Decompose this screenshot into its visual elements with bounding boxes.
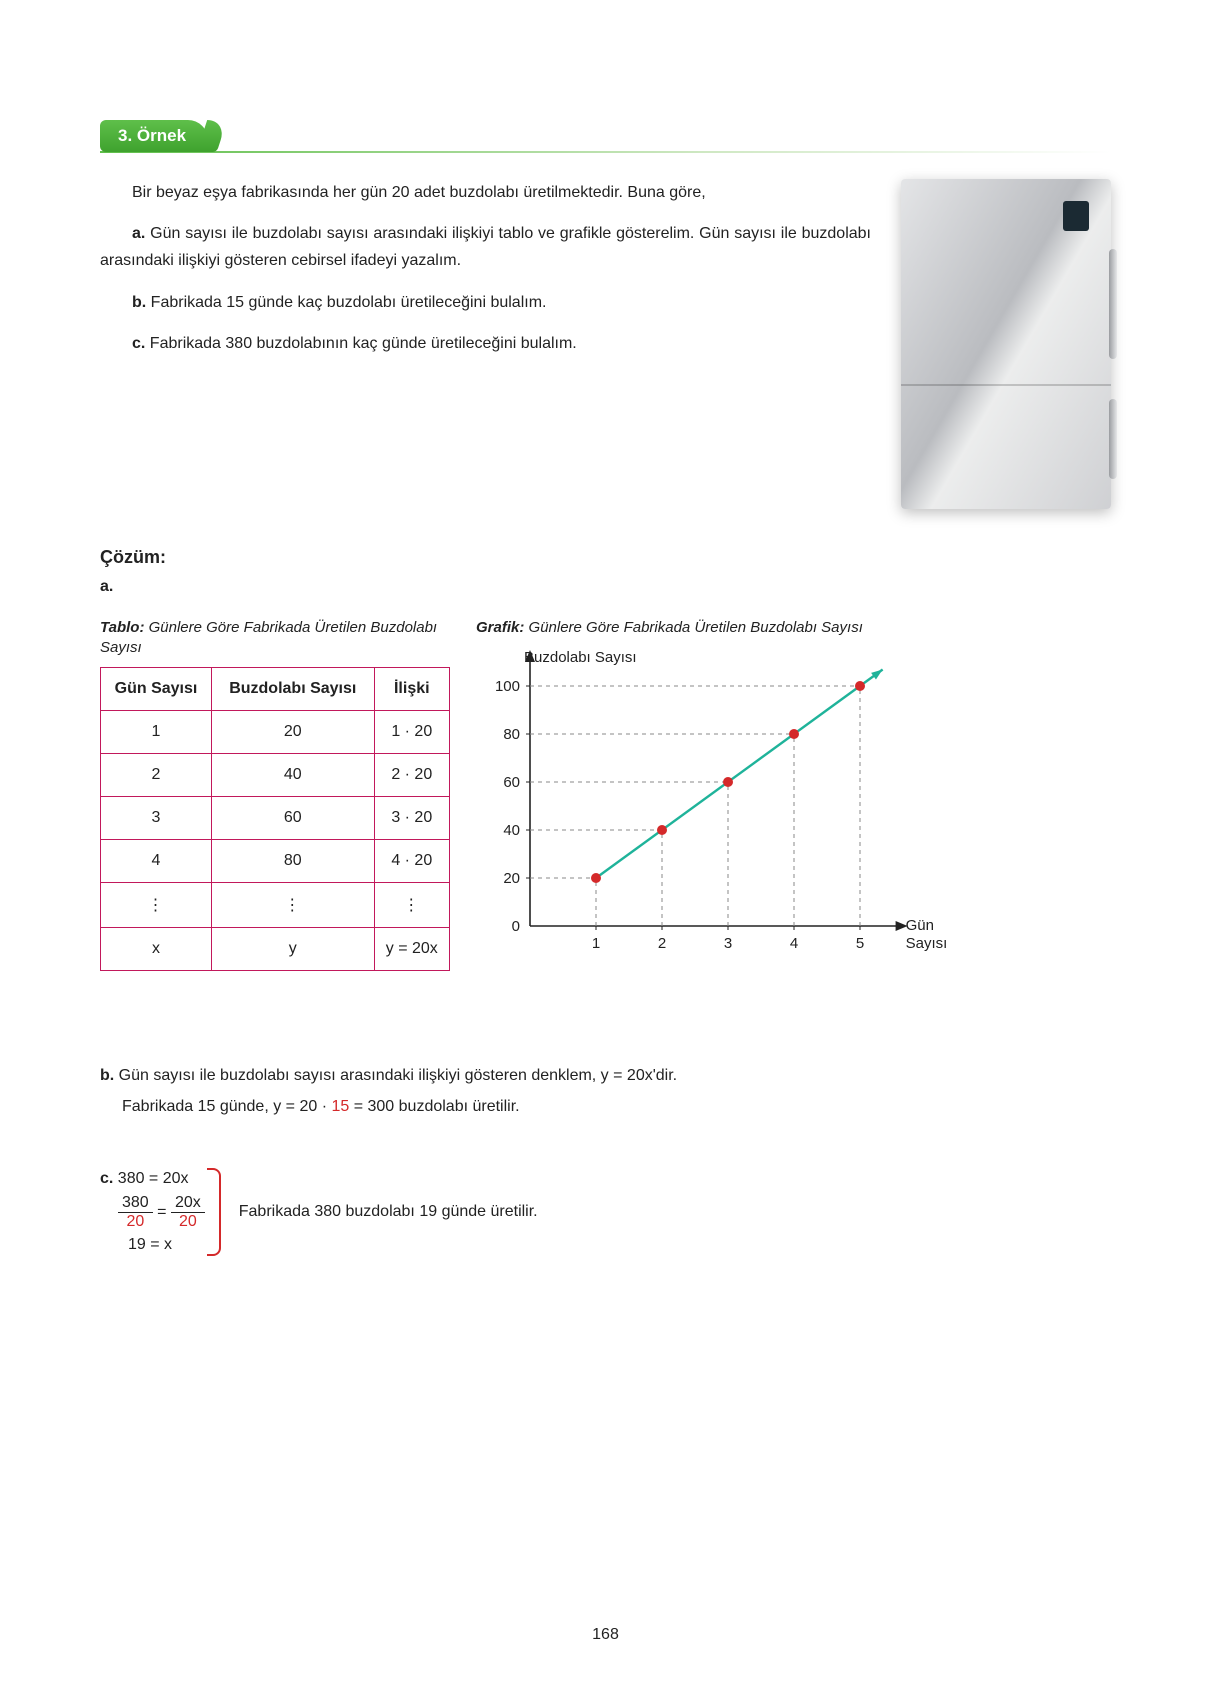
table-cell: 3 xyxy=(101,796,212,839)
table-caption-bold: Tablo: xyxy=(100,619,144,636)
tab-underline xyxy=(100,151,1111,153)
c-frac2-num: 20x xyxy=(171,1194,205,1213)
table-cell: 40 xyxy=(212,753,375,796)
solution-heading: Çözüm: xyxy=(100,547,1111,568)
part-b-line2-post: = 300 buzdolabı üretilir. xyxy=(349,1098,519,1115)
part-b-line2-red: 15 xyxy=(331,1098,349,1115)
graph-caption-rest: Günlere Göre Fabrikada Üretilen Buzdolab… xyxy=(524,619,863,636)
svg-text:Buzdolabı Sayısı: Buzdolabı Sayısı xyxy=(524,649,637,666)
svg-text:2: 2 xyxy=(658,935,666,952)
table-cell: ⋮ xyxy=(374,882,449,927)
svg-text:4: 4 xyxy=(790,935,798,952)
table-header: İlişki xyxy=(374,667,449,710)
fridge-image xyxy=(901,179,1111,509)
table-cell: 2 · 20 xyxy=(374,753,449,796)
svg-text:Sayısı: Sayısı xyxy=(906,935,946,952)
svg-text:100: 100 xyxy=(495,678,520,695)
table-cell: 3 · 20 xyxy=(374,796,449,839)
svg-text:5: 5 xyxy=(856,935,864,952)
table-row: 3603 · 20 xyxy=(101,796,450,839)
table-header: Buzdolabı Sayısı xyxy=(212,667,375,710)
table-row: 1201 · 20 xyxy=(101,710,450,753)
line-chart: Buzdolabı Sayısı 0 20 40 60 80 100 1 2 3 4 5 GünSayı… xyxy=(476,646,1111,981)
table-cell: 4 xyxy=(101,839,212,882)
part-c-label: c. xyxy=(100,1170,113,1187)
table-cell: 4 · 20 xyxy=(374,839,449,882)
svg-text:40: 40 xyxy=(503,822,520,839)
data-table: Gün SayısıBuzdolabı Sayısıİlişki 1201 · … xyxy=(100,667,450,971)
c-frac1-den: 20 xyxy=(118,1213,153,1231)
page-number: 168 xyxy=(0,1626,1211,1644)
c-eq3: 19 = x xyxy=(100,1236,205,1254)
item-b: Fabrikada 15 günde kaç buzdolabı üretile… xyxy=(151,294,547,311)
table-row: 2402 · 20 xyxy=(101,753,450,796)
part-a-label: a. xyxy=(100,578,1111,596)
table-cell: 20 xyxy=(212,710,375,753)
table-row: xyy = 20x xyxy=(101,927,450,970)
table-cell: y xyxy=(212,927,375,970)
svg-text:80: 80 xyxy=(503,726,520,743)
table-row: 4804 · 20 xyxy=(101,839,450,882)
table-cell: 60 xyxy=(212,796,375,839)
example-tab: 3. Örnek xyxy=(100,120,208,152)
part-c-equations: c. 380 = 20x 38020 = 20x20 19 = x xyxy=(100,1164,221,1260)
table-caption-rest: Günlere Göre Fabrikada Üretilen Buzdolab… xyxy=(100,619,437,656)
c-eq1: 380 = 20x xyxy=(113,1170,188,1187)
table-header: Gün Sayısı xyxy=(101,667,212,710)
table-row: ⋮⋮⋮ xyxy=(101,882,450,927)
c-frac2-den: 20 xyxy=(171,1213,205,1231)
svg-text:60: 60 xyxy=(503,774,520,791)
table-cell: ⋮ xyxy=(101,882,212,927)
table-cell: 1 xyxy=(101,710,212,753)
table-cell: 80 xyxy=(212,839,375,882)
svg-text:0: 0 xyxy=(512,918,520,935)
table-cell: y = 20x xyxy=(374,927,449,970)
svg-text:20: 20 xyxy=(503,870,520,887)
svg-text:1: 1 xyxy=(592,935,600,952)
part-b-line1: Gün sayısı ile buzdolabı sayısı arasında… xyxy=(119,1067,677,1084)
intro-text: Bir beyaz eşya fabrikasında her gün 20 a… xyxy=(100,179,871,206)
table-cell: 2 xyxy=(101,753,212,796)
graph-caption-bold: Grafik: xyxy=(476,619,524,636)
label-b: b. xyxy=(132,294,146,311)
c-frac1-num: 380 xyxy=(118,1194,153,1213)
part-c-conclusion: Fabrikada 380 buzdolabı 19 günde üretili… xyxy=(239,1203,538,1221)
table-cell: ⋮ xyxy=(212,882,375,927)
graph-caption: Grafik: Günlere Göre Fabrikada Üretilen … xyxy=(476,618,1111,638)
part-b-line2-pre: Fabrikada 15 günde, y = 20 · xyxy=(122,1098,331,1115)
table-caption: Tablo: Günlere Göre Fabrikada Üretilen B… xyxy=(100,618,450,659)
label-c: c. xyxy=(132,335,145,352)
part-b-label: b. xyxy=(100,1067,114,1084)
table-cell: x xyxy=(101,927,212,970)
equals-1: = xyxy=(157,1203,171,1220)
item-c: Fabrikada 380 buzdolabının kaç günde üre… xyxy=(150,335,577,352)
svg-text:Gün: Gün xyxy=(906,917,934,934)
table-cell: 1 · 20 xyxy=(374,710,449,753)
label-a: a. xyxy=(132,225,145,242)
svg-text:3: 3 xyxy=(724,935,732,952)
item-a: Gün sayısı ile buzdolabı sayısı arasında… xyxy=(100,225,871,269)
